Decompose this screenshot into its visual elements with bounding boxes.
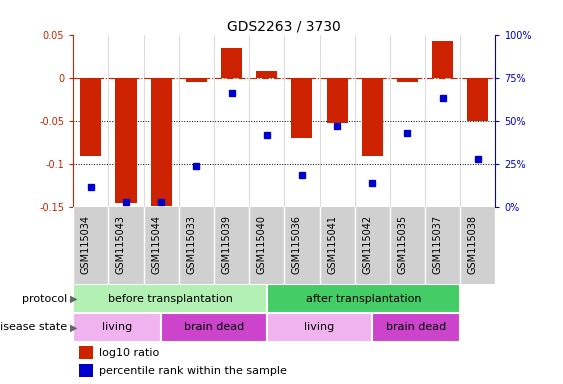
Text: percentile rank within the sample: percentile rank within the sample — [99, 366, 287, 376]
Text: GSM115044: GSM115044 — [151, 215, 161, 274]
Bar — [372, 313, 461, 342]
Text: GSM115039: GSM115039 — [221, 215, 231, 274]
Bar — [256, 71, 277, 78]
Text: GSM115038: GSM115038 — [468, 215, 478, 274]
Title: GDS2263 / 3730: GDS2263 / 3730 — [227, 20, 341, 33]
Bar — [267, 313, 372, 342]
Text: after transplantation: after transplantation — [306, 293, 421, 304]
Bar — [151, 78, 172, 206]
Text: before transplantation: before transplantation — [108, 293, 233, 304]
Text: living: living — [305, 322, 334, 333]
Bar — [161, 313, 267, 342]
Bar — [79, 364, 93, 377]
Text: ▶: ▶ — [70, 322, 78, 333]
Bar — [327, 78, 347, 123]
Text: GSM115035: GSM115035 — [397, 215, 408, 274]
Text: GSM115042: GSM115042 — [362, 215, 372, 274]
Text: GSM115040: GSM115040 — [257, 215, 267, 274]
Bar — [467, 78, 488, 121]
Bar — [73, 313, 161, 342]
Text: GSM115037: GSM115037 — [432, 215, 443, 274]
Bar — [80, 78, 101, 156]
Text: GSM115041: GSM115041 — [327, 215, 337, 274]
Text: living: living — [102, 322, 132, 333]
Bar — [186, 78, 207, 82]
Text: disease state: disease state — [0, 322, 68, 333]
Text: brain dead: brain dead — [386, 322, 446, 333]
Text: ▶: ▶ — [70, 293, 78, 304]
Text: GSM115034: GSM115034 — [81, 215, 91, 274]
Text: GSM115043: GSM115043 — [116, 215, 126, 274]
Bar — [221, 48, 242, 78]
Bar — [292, 78, 312, 138]
Bar — [397, 78, 418, 82]
Bar — [73, 284, 267, 313]
Text: GSM115036: GSM115036 — [292, 215, 302, 274]
Bar — [79, 346, 93, 359]
Text: log10 ratio: log10 ratio — [99, 348, 159, 358]
Bar — [267, 284, 461, 313]
Bar — [432, 41, 453, 78]
Bar — [115, 78, 137, 203]
Text: GSM115033: GSM115033 — [186, 215, 196, 274]
Bar — [362, 78, 383, 156]
Text: brain dead: brain dead — [184, 322, 244, 333]
Text: protocol: protocol — [23, 293, 68, 304]
